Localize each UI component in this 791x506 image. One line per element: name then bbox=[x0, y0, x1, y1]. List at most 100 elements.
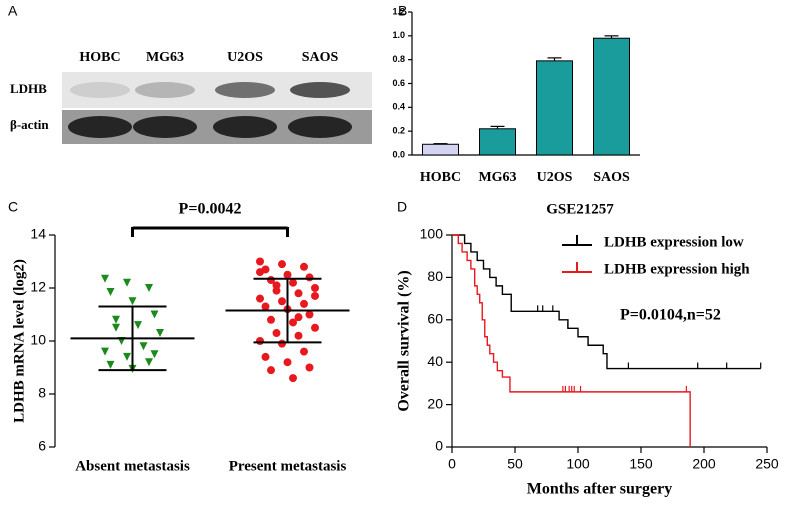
row-label: LDHB bbox=[10, 81, 47, 96]
data-point bbox=[278, 339, 286, 348]
y-tick-label: 60 bbox=[427, 311, 443, 327]
legend-label: LDHB expression low bbox=[604, 234, 744, 250]
data-point bbox=[305, 273, 314, 282]
data-point bbox=[261, 302, 270, 311]
data-point bbox=[145, 284, 153, 292]
row-label: β-actin bbox=[10, 117, 49, 132]
data-point bbox=[150, 310, 159, 319]
x-tick-label: SAOS bbox=[593, 170, 630, 185]
data-point bbox=[300, 299, 308, 308]
data-point bbox=[101, 274, 109, 283]
data-point bbox=[283, 358, 292, 367]
panel-label: D bbox=[397, 199, 407, 215]
x-tick-label: MG63 bbox=[478, 170, 516, 185]
y-tick-label: 40 bbox=[427, 353, 443, 369]
bar bbox=[422, 143, 459, 156]
data-point bbox=[267, 315, 275, 324]
data-point bbox=[156, 329, 164, 338]
y-tick-label: 1.0 bbox=[392, 30, 405, 40]
panel-label: B bbox=[398, 3, 407, 19]
data-point bbox=[305, 310, 314, 319]
data-point bbox=[139, 342, 148, 351]
y-tick-label: 1.2 bbox=[392, 6, 405, 16]
data-point bbox=[267, 366, 275, 375]
data-point bbox=[134, 321, 142, 330]
y-tick-label: 0.2 bbox=[392, 126, 405, 136]
data-point bbox=[311, 291, 319, 300]
data-point bbox=[311, 323, 319, 332]
legend-label: LDHB expression high bbox=[604, 261, 750, 277]
data-point bbox=[278, 297, 286, 306]
y-tick-label: 80 bbox=[427, 268, 443, 284]
panel-label: C bbox=[8, 199, 18, 215]
lane-label: U2OS bbox=[227, 50, 263, 65]
data-point bbox=[256, 257, 264, 266]
blot-band bbox=[213, 116, 277, 138]
x-axis-label: Months after surgery bbox=[527, 481, 672, 498]
data-point bbox=[261, 352, 270, 361]
blot-band bbox=[68, 116, 132, 138]
data-point bbox=[272, 281, 281, 290]
blot-band bbox=[288, 116, 352, 138]
bar bbox=[536, 60, 573, 156]
y-tick-label: 20 bbox=[427, 395, 443, 411]
data-point bbox=[256, 337, 264, 345]
data-point bbox=[256, 294, 264, 303]
data-point bbox=[106, 287, 115, 296]
x-tick-label: 250 bbox=[755, 456, 779, 472]
data-point bbox=[128, 297, 137, 306]
data-point bbox=[256, 268, 264, 277]
data-point bbox=[283, 270, 292, 279]
data-point bbox=[145, 358, 153, 367]
y-tick-label: 0.0 bbox=[392, 149, 405, 159]
y-tick-label: 10 bbox=[30, 332, 46, 348]
y-tick-label: 6 bbox=[38, 438, 46, 454]
data-point bbox=[300, 262, 308, 271]
x-tick-label: 0 bbox=[448, 456, 456, 472]
data-point bbox=[112, 315, 120, 324]
data-point bbox=[123, 278, 131, 287]
data-point bbox=[294, 313, 303, 322]
lane-label: MG63 bbox=[146, 50, 184, 65]
bar bbox=[593, 37, 630, 156]
y-tick-label: 0.4 bbox=[392, 102, 405, 112]
data-point bbox=[289, 318, 297, 327]
x-tick-label: 200 bbox=[692, 456, 716, 472]
bar bbox=[479, 128, 516, 156]
x-tick-label: 100 bbox=[566, 456, 590, 472]
y-tick-label: 100 bbox=[420, 226, 444, 242]
chart-title: GSE21257 bbox=[546, 201, 614, 217]
lane-label: HOBC bbox=[79, 50, 120, 65]
y-tick-label: 0.6 bbox=[392, 78, 405, 88]
data-point bbox=[278, 260, 286, 269]
x-tick-label: HOBC bbox=[420, 170, 461, 185]
data-point bbox=[123, 352, 131, 361]
data-point bbox=[106, 360, 115, 369]
blot-band bbox=[215, 82, 275, 98]
lane-label: SAOS bbox=[302, 50, 339, 65]
data-point bbox=[112, 323, 120, 332]
data-point bbox=[305, 363, 314, 372]
data-point bbox=[294, 331, 303, 340]
y-tick-label: 0 bbox=[435, 438, 443, 454]
x-tick-label: 50 bbox=[507, 456, 523, 472]
survival-curve bbox=[452, 234, 761, 370]
data-point bbox=[101, 347, 109, 356]
y-axis-label: LDHB mRNA level (log2) bbox=[11, 259, 27, 423]
survival-curve bbox=[452, 234, 691, 447]
x-tick-label: Absent metastasis bbox=[75, 458, 190, 474]
y-tick-label: 12 bbox=[30, 279, 46, 295]
x-tick-label: U2OS bbox=[537, 170, 573, 185]
x-tick-label: 150 bbox=[629, 456, 653, 472]
panel-label: A bbox=[8, 3, 18, 19]
annotation: P=0.0104,n=52 bbox=[620, 307, 721, 324]
y-tick-label: 0.8 bbox=[392, 54, 405, 64]
annotation: P=0.0042 bbox=[179, 201, 242, 218]
y-tick-label: 8 bbox=[38, 385, 46, 401]
data-point bbox=[289, 278, 297, 287]
blot-band bbox=[70, 82, 130, 98]
data-point bbox=[311, 284, 319, 292]
data-point bbox=[150, 350, 159, 359]
